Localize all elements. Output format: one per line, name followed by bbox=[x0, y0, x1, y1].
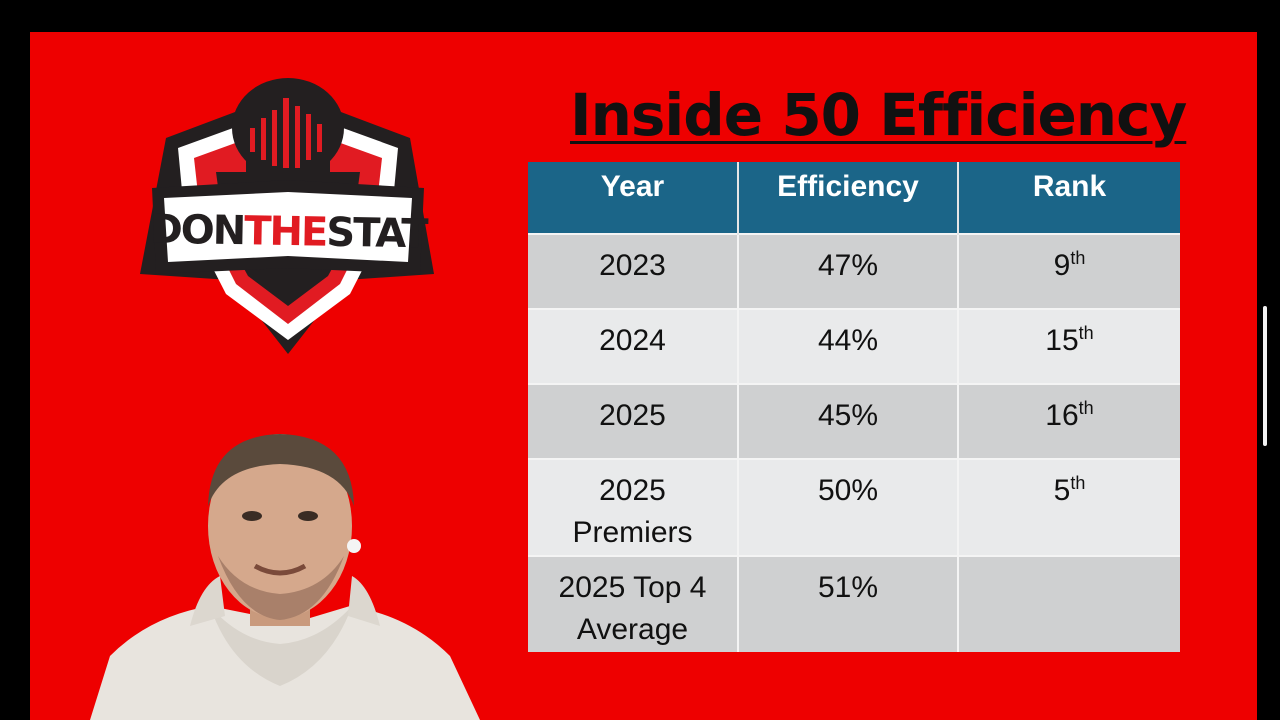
rank-suffix: th bbox=[1070, 248, 1086, 268]
year-cell: 2025 Top 4 Average bbox=[528, 555, 739, 652]
year-line1: 2025 bbox=[599, 399, 666, 432]
year-line1: 2023 bbox=[599, 249, 666, 282]
rank-cell: 5th bbox=[958, 458, 1180, 556]
efficiency-cell: 47% bbox=[738, 233, 959, 309]
header-year: Year bbox=[528, 162, 739, 234]
efficiency-table: Year Efficiency Rank 2023 47% 9th 2024 4… bbox=[528, 162, 1180, 652]
rank-cell: 9th bbox=[958, 233, 1180, 309]
rank-cell: 15th bbox=[958, 308, 1180, 384]
rank-cell bbox=[958, 555, 1180, 652]
year-line2: Premiers bbox=[572, 516, 693, 549]
rank-number: 5 bbox=[1053, 474, 1071, 507]
presenter-webcam-icon bbox=[90, 434, 480, 720]
logo-text: DONTHESTAT bbox=[149, 207, 429, 258]
donthestat-logo: DONTHESTAT bbox=[140, 78, 434, 354]
rank-suffix: th bbox=[1078, 398, 1094, 418]
table-row: 2023 47% 9th bbox=[528, 233, 1180, 309]
efficiency-cell: 51% bbox=[738, 555, 959, 652]
table-row: 2025 45% 16th bbox=[528, 383, 1180, 459]
rank-cell: 16th bbox=[958, 383, 1180, 459]
table-row: 2025 Top 4 Average 51% bbox=[528, 555, 1180, 652]
header-efficiency: Efficiency bbox=[738, 162, 959, 234]
year-line1: 2025 Top 4 bbox=[558, 571, 707, 604]
rank-suffix: th bbox=[1078, 323, 1094, 343]
logo-banner-white bbox=[164, 192, 412, 262]
rank-number: 15 bbox=[1045, 324, 1079, 357]
rank-number: 16 bbox=[1045, 399, 1079, 432]
year-cell: 2024 bbox=[528, 308, 739, 384]
slide-title: Inside 50 Efficiency bbox=[570, 81, 1187, 149]
year-cell: 2025 Premiers bbox=[528, 458, 739, 556]
year-line2: Average bbox=[576, 613, 689, 646]
year-line1: 2025 bbox=[599, 474, 666, 507]
microphone-soundwave-icon bbox=[232, 78, 344, 196]
header-rank: Rank bbox=[958, 162, 1180, 234]
efficiency-cell: 45% bbox=[738, 383, 959, 459]
efficiency-cell: 50% bbox=[738, 458, 959, 556]
year-cell: 2025 bbox=[528, 383, 739, 459]
rank-suffix: th bbox=[1070, 473, 1086, 493]
year-line1: 2024 bbox=[599, 324, 666, 357]
table-row: 2024 44% 15th bbox=[528, 308, 1180, 384]
rank-number: 9 bbox=[1053, 249, 1071, 282]
presentation-slide: DONTHESTAT Inside 50 Efficiency Year Eff… bbox=[30, 32, 1257, 720]
year-cell: 2023 bbox=[528, 233, 739, 309]
efficiency-cell: 44% bbox=[738, 308, 959, 384]
scrollbar[interactable] bbox=[1263, 306, 1267, 446]
table-row: 2025 Premiers 50% 5th bbox=[528, 458, 1180, 556]
table-header-row: Year Efficiency Rank bbox=[528, 162, 1180, 234]
